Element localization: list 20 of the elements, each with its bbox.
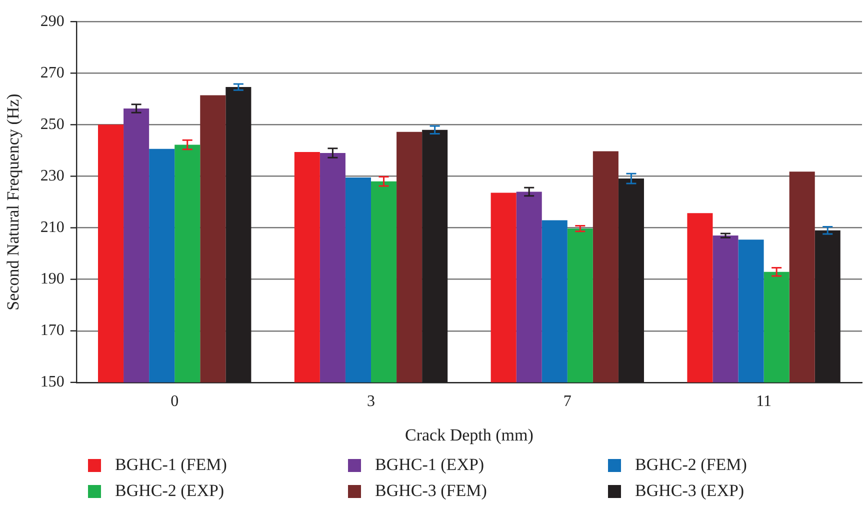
y-tick-label: 230	[40, 167, 64, 184]
x-tick-label: 3	[367, 393, 375, 410]
y-tick-label: 250	[40, 116, 64, 133]
y-tick-label: 270	[40, 64, 64, 82]
legend-label: BGHC-1 (FEM)	[115, 455, 227, 475]
legend-label: BGHC-3 (EXP)	[635, 481, 744, 501]
y-tick-label: 170	[40, 322, 64, 340]
x-tick-label: 0	[170, 393, 179, 410]
x-axis-title: Crack Depth (mm)	[404, 425, 534, 444]
legend-label: BGHC-2 (EXP)	[115, 481, 224, 501]
y-tick-label: 190	[40, 270, 64, 288]
y-axis-title: Second Natural Frequency (Hz)	[4, 94, 23, 310]
y-tick-label: 210	[40, 218, 64, 236]
y-tick-label: 150	[40, 374, 64, 391]
legend-label: BGHC-1 (EXP)	[375, 455, 484, 475]
y-tick-label: 290	[40, 12, 64, 30]
legend-label: BGHC-3 (FEM)	[375, 481, 487, 501]
legend-label: BGHC-2 (FEM)	[635, 455, 747, 475]
x-tick-label: 11	[756, 393, 772, 410]
x-tick-label: 7	[563, 393, 572, 410]
